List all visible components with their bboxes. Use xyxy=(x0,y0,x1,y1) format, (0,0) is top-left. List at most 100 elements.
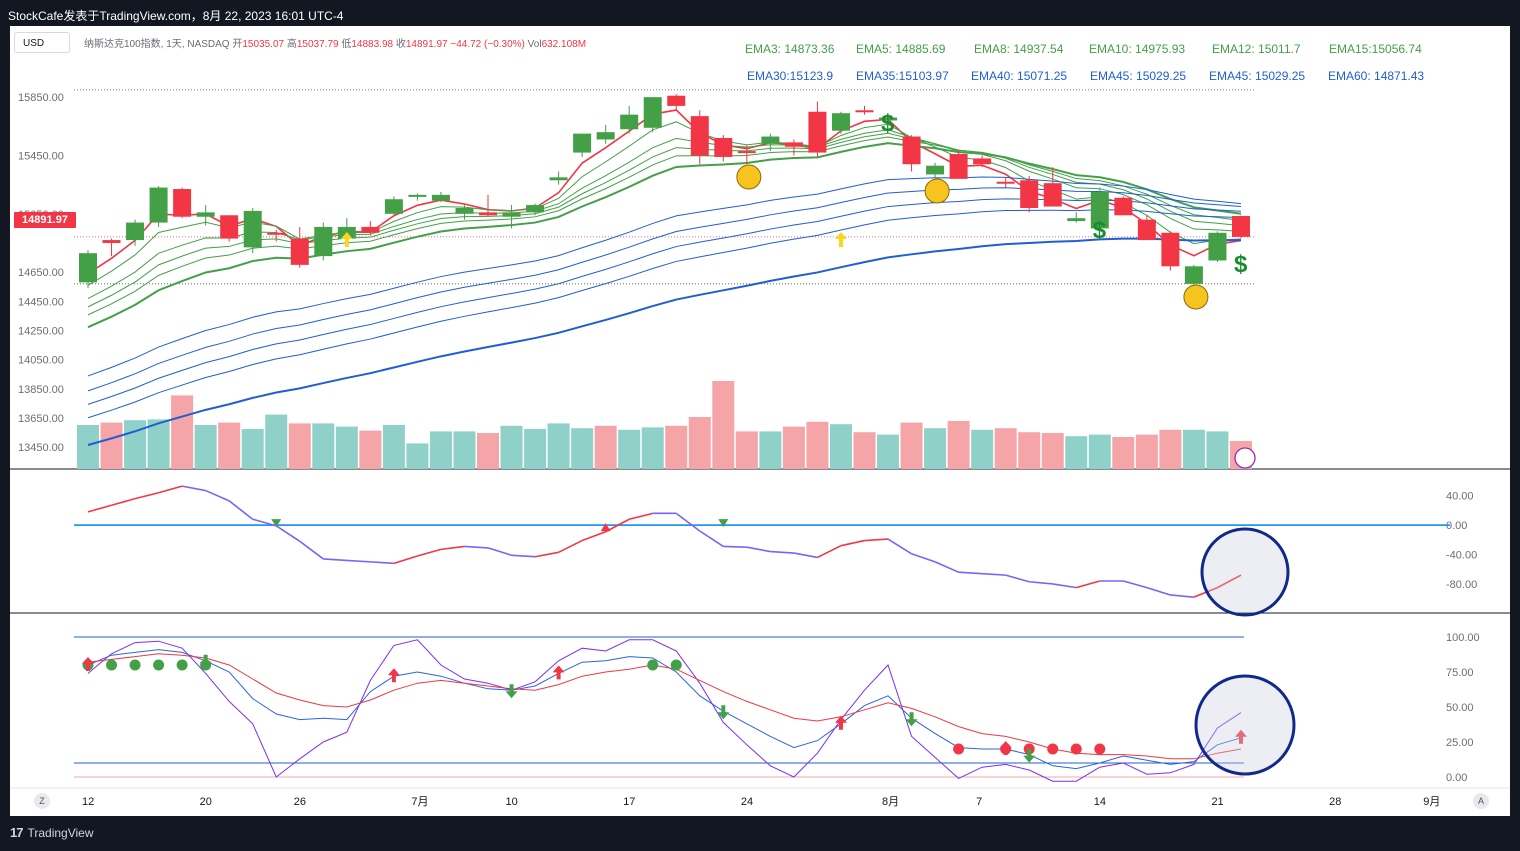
osc1-line-segment xyxy=(488,548,512,555)
candle-body xyxy=(1161,233,1179,267)
auto-scale-button[interactable]: A xyxy=(1473,793,1489,809)
chart-canvas[interactable]: 15850.0015450.0015050.0014650.0014450.00… xyxy=(10,26,1510,816)
volume-bar xyxy=(1042,433,1064,469)
osc1-line-segment xyxy=(417,549,441,556)
osc1-line-segment xyxy=(888,539,912,554)
sell-arrow-icon xyxy=(506,684,518,698)
vol-value: 632.108M xyxy=(542,39,586,50)
candle-body xyxy=(1020,180,1038,208)
ema-legend-item[interactable]: EMA15:15056.74 xyxy=(1329,42,1422,56)
candle-body xyxy=(808,112,826,153)
osc1-line-segment xyxy=(276,526,300,541)
high-label: 高 xyxy=(287,39,297,50)
volume-bar xyxy=(477,433,499,469)
volume-bar xyxy=(171,395,193,469)
candle-body xyxy=(385,199,403,214)
green-dot-marker xyxy=(130,660,141,671)
osc1-line-segment xyxy=(1053,584,1077,588)
ema-legend-item[interactable]: EMA10: 14975.93 xyxy=(1089,42,1185,56)
candle-body xyxy=(432,195,450,201)
volume-bar xyxy=(1136,435,1158,469)
highlight-circle xyxy=(1196,676,1294,774)
osc1-line-segment xyxy=(864,539,888,540)
ema-legend-item[interactable]: EMA35:15103.97 xyxy=(856,69,949,83)
volume-bar xyxy=(1112,437,1134,469)
price-axis-label: 13850.00 xyxy=(18,384,64,396)
ema-legend-item[interactable]: EMA45: 15029.25 xyxy=(1209,69,1305,83)
volume-bar xyxy=(453,431,475,469)
green-dot-marker xyxy=(106,660,117,671)
ema-long-line xyxy=(88,239,1241,445)
time-axis-label: 7月 xyxy=(411,796,428,808)
candle-body xyxy=(1044,183,1062,206)
log-scale-button[interactable]: Z xyxy=(34,793,50,809)
candle-body xyxy=(832,113,850,130)
ema-legend-item[interactable]: EMA5: 14885.69 xyxy=(856,42,945,56)
close-value: 14891.97 xyxy=(406,39,448,50)
osc1-line-segment xyxy=(794,553,818,557)
volume-bar xyxy=(359,431,381,469)
volume-bar xyxy=(830,424,852,469)
candle-body xyxy=(903,137,921,165)
volume-bar xyxy=(195,425,217,469)
change-value: −44.72 (−0.30%) xyxy=(450,39,525,50)
volume-bar xyxy=(995,428,1017,469)
volume-bar xyxy=(336,427,358,469)
price-axis-label: 14650.00 xyxy=(18,267,64,279)
ema-long-line xyxy=(88,177,1241,376)
osc2-axis-label: 50.00 xyxy=(1446,702,1474,714)
osc1-line-segment xyxy=(982,574,1006,575)
ema-legend-item[interactable]: EMA60: 14871.43 xyxy=(1328,69,1424,83)
osc1-axis-label: -40.00 xyxy=(1446,550,1477,562)
ema-legend-item[interactable]: EMA30:15123.9 xyxy=(747,69,833,83)
time-axis-label: 12 xyxy=(82,796,94,808)
ema-legend-item[interactable]: EMA40: 15071.25 xyxy=(971,69,1067,83)
osc1-line-segment xyxy=(959,572,983,573)
close-label: 收 xyxy=(396,39,406,50)
time-axis-label: 20 xyxy=(200,796,212,808)
time-axis-label: 28 xyxy=(1329,796,1341,808)
osc1-line-segment xyxy=(370,562,394,563)
volume-bar xyxy=(759,431,781,469)
candle-body xyxy=(1185,266,1203,283)
lightning-icon xyxy=(1235,448,1255,468)
osc1-line-segment xyxy=(159,486,183,493)
price-axis-label: 13650.00 xyxy=(18,413,64,425)
osc1-line-segment xyxy=(182,486,206,490)
osc1-line-segment xyxy=(464,546,488,547)
footer-logo[interactable]: 17 TradingView xyxy=(10,825,94,840)
candle-body xyxy=(455,208,473,214)
candle-body xyxy=(150,188,168,223)
candle-body xyxy=(103,240,121,243)
time-axis-label: 9月 xyxy=(1423,796,1440,808)
osc2-series-line xyxy=(88,640,1241,781)
ema-legend-item[interactable]: EMA45: 15029.25 xyxy=(1090,69,1186,83)
dollar-signal-icon: $ xyxy=(1234,251,1248,278)
osc1-line-segment xyxy=(206,491,230,501)
candle-body xyxy=(526,205,544,212)
osc1-line-segment xyxy=(770,552,794,553)
price-axis-label: 14250.00 xyxy=(18,325,64,337)
dollar-signal-icon: $ xyxy=(1093,217,1107,244)
low-label: 低 xyxy=(341,39,351,50)
page-title: StockCafe发表于TradingView.com，8月 22, 2023 … xyxy=(8,7,344,24)
volume-bar xyxy=(642,427,664,469)
volume-bar xyxy=(595,426,617,469)
volume-bar xyxy=(406,443,428,469)
currency-button[interactable]: USD xyxy=(14,32,70,53)
ema-legend-item[interactable]: EMA3: 14873.36 xyxy=(745,42,834,56)
osc1-line-segment xyxy=(441,546,465,549)
ema-legend-item[interactable]: EMA12: 15011.7 xyxy=(1212,42,1301,56)
osc1-line-segment xyxy=(1147,588,1171,595)
time-axis-label: 10 xyxy=(506,796,518,808)
green-dot-marker xyxy=(671,660,682,671)
candle-body xyxy=(667,96,685,106)
volume-bar xyxy=(806,422,828,469)
candle-body xyxy=(503,212,521,216)
ema-legend-item[interactable]: EMA8: 14937.54 xyxy=(974,42,1063,56)
candle-body xyxy=(714,138,732,157)
osc1-line-segment xyxy=(347,560,371,561)
price-axis-label: 14050.00 xyxy=(18,355,64,367)
candle-body xyxy=(173,189,191,217)
red-dot-marker xyxy=(1094,744,1105,755)
